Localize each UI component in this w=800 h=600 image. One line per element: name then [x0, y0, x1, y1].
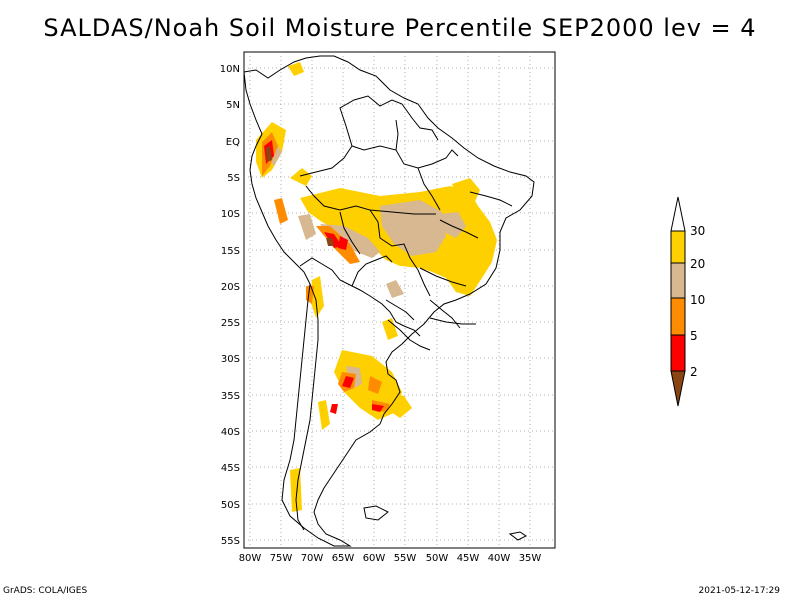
lon-tick-75w: 75W	[270, 553, 293, 564]
lat-tick-10s: 10S	[221, 209, 240, 220]
lat-tick-25s: 25S	[221, 318, 240, 329]
lat-tick-10n: 10N	[220, 64, 240, 75]
footer-timestamp: 2021-05-12-17:29	[698, 586, 781, 596]
lon-tick-60w: 60W	[363, 553, 386, 564]
colorbar-above-30	[670, 196, 686, 232]
lon-tick-65w: 65W	[332, 553, 355, 564]
country-borders	[243, 55, 535, 547]
colorbar-5-10	[670, 297, 686, 336]
colorbar-10-20	[670, 262, 686, 299]
lat-tick-55s: 55S	[221, 536, 240, 547]
lat-tick-eq: EQ	[226, 137, 240, 148]
map-frame	[243, 51, 556, 549]
chart-title: SALDAS/Noah Soil Moisture Percentile SEP…	[43, 14, 757, 42]
colorbar-label-5: 5	[690, 329, 698, 343]
footer-credit: GrADS: COLA/IGES	[3, 586, 88, 596]
lon-tick-45w: 45W	[457, 553, 480, 564]
lat-tick-35s: 35S	[221, 391, 240, 402]
lon-tick-50w: 50W	[426, 553, 449, 564]
colorbar-below-2	[670, 370, 686, 407]
lat-tick-5n: 5N	[226, 100, 240, 111]
lon-tick-40w: 40W	[488, 553, 511, 564]
colorbar: 30 20 10 5 2	[670, 196, 705, 407]
lon-tick-80w: 80W	[239, 553, 262, 564]
lat-tick-40s: 40S	[221, 427, 240, 438]
lon-tick-55w: 55W	[394, 553, 417, 564]
lat-tick-20s: 20S	[221, 282, 240, 293]
lat-tick-5s: 5S	[227, 173, 240, 184]
latitude-labels: 10N 5N EQ 5S 10S 15S 20S 25S 30S 35S 40S…	[220, 64, 240, 547]
lat-tick-30s: 30S	[221, 354, 240, 365]
percentile-shading	[256, 62, 497, 512]
longitude-labels: 80W 75W 70W 65W 60W 55W 50W 45W 40W 35W	[239, 553, 542, 564]
colorbar-label-20: 20	[690, 257, 705, 271]
colorbar-label-30: 30	[690, 224, 705, 238]
colorbar-label-10: 10	[690, 293, 705, 307]
lon-tick-35w: 35W	[519, 553, 542, 564]
lat-tick-50s: 50S	[221, 500, 240, 511]
lat-tick-45s: 45S	[221, 463, 240, 474]
lon-tick-70w: 70W	[301, 553, 324, 564]
colorbar-2-5	[670, 334, 686, 372]
colorbar-20-30	[670, 230, 686, 264]
lat-tick-15s: 15S	[221, 246, 240, 257]
colorbar-label-2: 2	[690, 365, 698, 379]
